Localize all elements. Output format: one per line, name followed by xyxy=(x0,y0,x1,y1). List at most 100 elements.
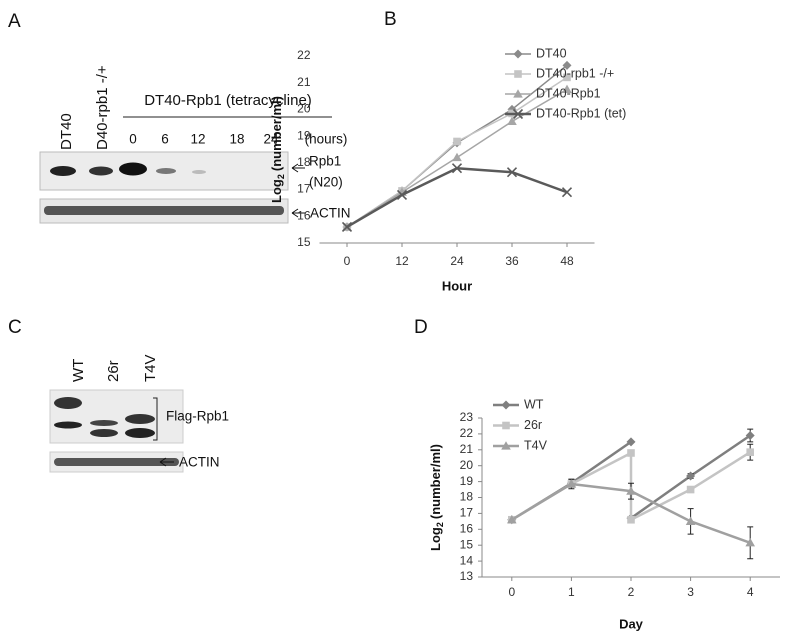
band xyxy=(90,420,118,426)
marker xyxy=(746,448,754,456)
timepoint: 0 xyxy=(129,132,137,147)
arrow-head xyxy=(159,457,167,467)
legend-label: T4V xyxy=(524,438,548,452)
antibody-label: (N20) xyxy=(309,175,343,190)
marker xyxy=(514,70,522,78)
treatment-label: DT40-Rpb1 (tetracycline) xyxy=(144,92,312,109)
x-axis-title: Day xyxy=(619,616,644,631)
legend-label: WT xyxy=(524,397,544,411)
y-axis-title: Log2 (number/ml) xyxy=(428,444,445,551)
band xyxy=(50,166,76,176)
y-title-sub: 2 xyxy=(435,522,445,527)
band xyxy=(192,170,206,174)
target-label: Rpb1 xyxy=(309,154,341,169)
y-tick-label: 19 xyxy=(460,474,474,488)
y-tick-label: 20 xyxy=(460,458,474,472)
legend-label: 26r xyxy=(524,418,542,432)
x-tick-label: 2 xyxy=(628,585,635,599)
band xyxy=(44,206,284,215)
band xyxy=(89,166,113,176)
marker xyxy=(745,538,755,547)
series-line xyxy=(346,76,568,228)
band xyxy=(54,397,82,409)
loading-label: ACTIN xyxy=(179,455,220,470)
marker xyxy=(501,400,511,410)
band xyxy=(54,458,179,466)
marker xyxy=(685,516,696,525)
marker xyxy=(502,421,510,430)
y-tick-label: 23 xyxy=(460,410,474,424)
lane-label: T4V xyxy=(142,354,159,382)
band xyxy=(54,421,82,429)
marker xyxy=(561,187,573,198)
arrow-head xyxy=(291,163,299,173)
y-tick-label: 16 xyxy=(297,208,311,222)
marker xyxy=(501,441,511,450)
marker xyxy=(341,221,353,233)
marker xyxy=(507,116,517,126)
y-tick-label: 20 xyxy=(297,102,311,116)
band xyxy=(125,414,155,424)
arrow-head xyxy=(291,208,299,218)
band xyxy=(119,162,147,176)
marker xyxy=(451,163,463,174)
x-tick-label: 4 xyxy=(747,585,754,599)
marker xyxy=(627,449,635,457)
panel-label: A xyxy=(8,11,21,32)
x-tick-label: 3 xyxy=(687,585,694,599)
x-tick-label: 0 xyxy=(344,254,351,268)
marker xyxy=(686,471,696,481)
y-tick-label: 13 xyxy=(460,569,474,583)
timepoint: 12 xyxy=(190,132,205,147)
band xyxy=(125,428,155,438)
marker xyxy=(562,60,572,70)
lane-label: 26r xyxy=(105,360,122,382)
legend-label: DT40-rpb1 -/+ xyxy=(536,66,614,80)
timepoint: 24 xyxy=(263,132,279,147)
marker xyxy=(626,437,636,447)
x-tick-label: 0 xyxy=(508,585,515,599)
blot-a: DT40 D40-rpb1 -/+ DT40-Rpb1 (tetracyclin… xyxy=(39,65,351,224)
y-tick-label: 16 xyxy=(460,521,474,535)
y-tick-label: 14 xyxy=(460,553,474,567)
loading-label: ACTIN xyxy=(310,206,351,221)
marker xyxy=(562,84,572,93)
y-tick-label: 18 xyxy=(297,155,311,169)
x-tick-label: 24 xyxy=(450,254,464,268)
marker xyxy=(513,49,523,59)
y-title-part: (number/ml) xyxy=(269,96,284,171)
x-tick-label: 1 xyxy=(568,585,575,599)
band xyxy=(156,168,176,174)
y-tick-label: 21 xyxy=(460,442,474,456)
marker xyxy=(506,167,518,178)
y-tick-label: 18 xyxy=(460,490,474,504)
marker xyxy=(627,515,635,524)
marker xyxy=(453,137,461,146)
blot-c: WT 26r T4V Flag-Rpb1 ACTIN xyxy=(49,354,229,473)
y-tick-label: 21 xyxy=(297,75,311,89)
marker xyxy=(563,73,571,82)
y-tick-label: 22 xyxy=(460,426,474,440)
x-tick-label: 36 xyxy=(505,254,519,268)
marker xyxy=(626,486,636,495)
panel-label: C xyxy=(8,317,22,338)
y-title-part: Log xyxy=(269,179,284,203)
bracket xyxy=(153,397,158,441)
x-tick-label: 12 xyxy=(395,254,409,268)
marker xyxy=(686,485,695,494)
panel-label: B xyxy=(384,9,397,30)
y-tick-label: 17 xyxy=(297,182,311,196)
marker xyxy=(396,189,408,200)
y-tick-label: 17 xyxy=(460,506,474,520)
y-title-part: (number/ml) xyxy=(428,444,443,519)
series-line xyxy=(346,166,568,229)
line-chart: 15 16 17 18 19 20 21 22 0 12 24 36 48 Hour Log2 (number… xyxy=(269,46,626,293)
marker xyxy=(745,430,755,440)
marker xyxy=(513,89,523,98)
band xyxy=(90,429,118,437)
legend-label: DT40 xyxy=(536,46,567,60)
lane-label: D40-rpb1 -/+ xyxy=(94,65,111,150)
panel-label: D xyxy=(414,317,428,338)
